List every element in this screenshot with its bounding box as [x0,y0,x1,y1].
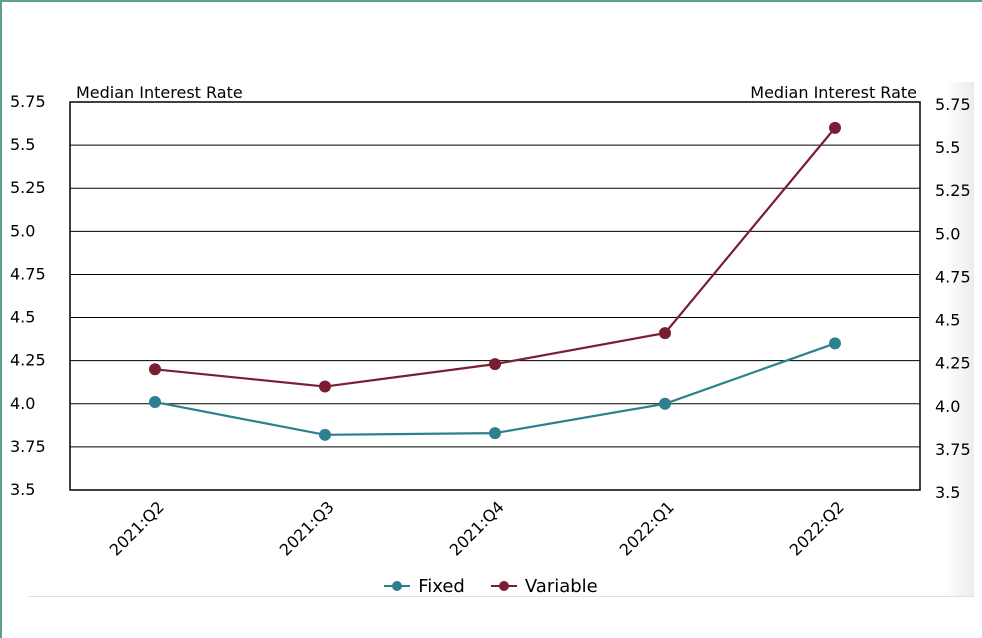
y-axis-left-title: Median Interest Rate [76,83,243,102]
y-tick-label-right: 3.5 [935,483,960,502]
legend-item-variable[interactable]: Variable [490,575,598,597]
y-tick-label-left: 5.75 [10,92,46,111]
right-fade-shadow [944,82,974,597]
x-tick-label: 2021:Q4 [446,497,508,559]
y-tick-label-right: 4.75 [935,267,971,286]
legend-swatch-fixed [384,579,411,593]
bottom-divider [28,596,974,597]
y-tick-label-left: 4.75 [10,264,46,283]
y-tick-label-left: 4.5 [10,308,35,327]
y-tick-label-right: 5.25 [935,181,971,200]
y-tick-label-left: 4.0 [10,394,35,413]
y-tick-label-right: 4.0 [935,397,960,416]
x-tick-label: 2021:Q2 [106,497,168,559]
y-tick-label-left: 3.5 [10,480,35,499]
data-point-fixed [659,397,671,410]
y-tick-label-left: 5.0 [10,221,35,240]
data-point-variable [319,380,331,393]
x-axis-ticks: 2021:Q2 2021:Q3 2021:Q4 2022:Q1 2022:Q2 [106,497,848,559]
y-tick-label-left: 3.75 [10,437,46,456]
y-axis-right-title: Median Interest Rate [750,83,917,102]
data-point-fixed [829,337,841,350]
y-tick-label-right: 4.25 [935,354,971,373]
legend: Fixed Variable [0,571,982,601]
data-point-fixed [149,396,161,409]
legend-label-variable: Variable [524,575,598,597]
data-point-variable [149,363,161,376]
x-tick-label: 2022:Q2 [786,497,848,559]
data-point-variable [829,121,841,134]
legend-swatch-variable [490,579,517,593]
legend-label-fixed: Fixed [418,575,465,597]
y-tick-label-right: 4.5 [935,311,960,330]
x-tick-label: 2021:Q3 [276,497,338,559]
y-tick-label-right: 3.75 [935,440,971,459]
y-axis-right-ticks: 3.5 3.75 4.0 4.25 4.5 4.75 5.0 5.25 5.5 5.75 [935,95,971,502]
y-tick-label-right: 5.5 [935,138,960,157]
y-axis-left-ticks: 3.5 3.75 4.0 4.25 4.5 4.75 5.0 5.25 5.5 5.75 [10,92,46,499]
series-layer [149,121,841,441]
data-point-fixed [489,427,501,440]
plot-area-border [69,101,921,491]
y-tick-label-left: 4.25 [10,351,46,370]
data-point-variable [659,327,671,340]
x-tick-label: 2022:Q1 [616,497,678,559]
data-point-fixed [319,428,331,441]
series-line-variable [154,127,836,388]
series-line-fixed [154,342,836,436]
y-tick-label-left: 5.5 [10,135,35,154]
y-tick-label-left: 5.25 [10,178,46,197]
y-tick-label-right: 5.0 [935,224,960,243]
data-point-variable [489,358,501,371]
y-tick-label-right: 5.75 [935,95,971,114]
legend-item-fixed[interactable]: Fixed [384,576,465,597]
